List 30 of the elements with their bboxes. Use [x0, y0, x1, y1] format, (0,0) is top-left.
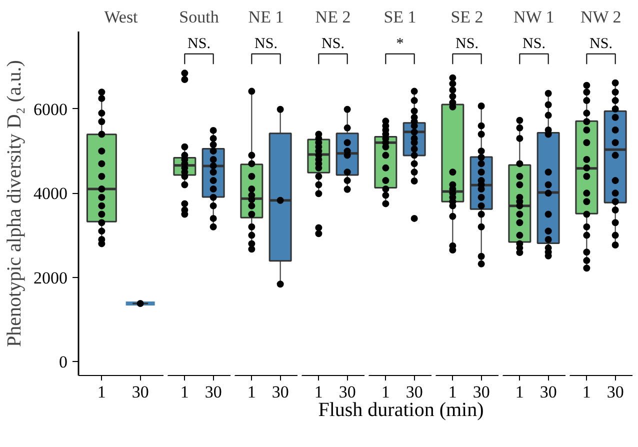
chart-title: SE 2: [450, 8, 484, 26]
x-tick-label: 30: [606, 382, 624, 402]
annotation: NS.: [188, 36, 210, 52]
annotation: NS.: [590, 36, 612, 52]
chart-title: South: [179, 8, 220, 26]
y-tick-label: 6000: [34, 100, 68, 119]
annotation: *: [396, 36, 404, 52]
chart-title: NE 2: [315, 8, 351, 26]
x-tick-label: 30: [132, 382, 149, 402]
chart-title: NW 2: [580, 8, 622, 26]
x-tick-label: 30: [540, 382, 557, 402]
y-axis-title: Phenotypic alpha diversity D₂ (a.u.): [4, 60, 26, 347]
chart-title: West: [104, 8, 138, 26]
x-tick-label: 1: [97, 382, 106, 402]
x-tick-label: 30: [272, 382, 289, 402]
annotation: NS.: [254, 36, 278, 52]
x-tick-label: 1: [515, 382, 524, 402]
x-tick-label: 30: [204, 382, 222, 402]
x-tick-label: 1: [582, 382, 591, 402]
y-tick-label: 4000: [34, 184, 68, 204]
chart-title: NE 1: [248, 8, 284, 26]
annotation: NS.: [522, 36, 546, 52]
x-tick-label: 1: [247, 382, 256, 402]
annotation: NS.: [322, 36, 344, 52]
y-tick-label: 2000: [34, 268, 68, 288]
chart-title: NW 1: [513, 8, 554, 26]
chart-title: SE 1: [384, 8, 416, 26]
x-tick-label: 1: [180, 382, 189, 402]
annotation: NS.: [456, 36, 478, 52]
y-tick-label: 0: [59, 352, 68, 372]
